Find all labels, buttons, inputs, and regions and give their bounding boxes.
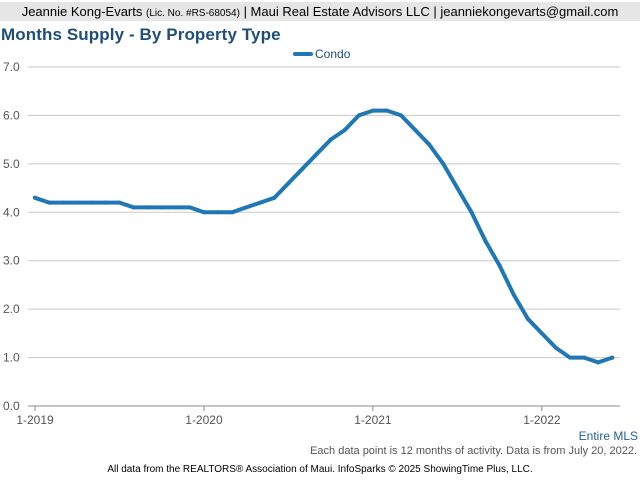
legend: Condo: [293, 47, 351, 61]
chart-title: Months Supply - By Property Type: [1, 25, 281, 44]
axes: 0.0 1.0 2.0 3.0 4.0 5.0 6.0 7.0 1-2019 1-2020 1-20…: [3, 60, 561, 427]
data-point: [33, 195, 37, 200]
data-point: [159, 205, 164, 210]
data-point: [568, 355, 573, 360]
data-point: [230, 210, 235, 215]
y-tick-label: 2.0: [3, 302, 20, 316]
data-point: [483, 239, 488, 244]
data-point: [385, 108, 389, 113]
data-point: [216, 210, 221, 215]
data-point: [427, 142, 432, 147]
y-tick-label: 5.0: [3, 157, 20, 171]
data-point: [145, 205, 150, 210]
data-point: [258, 200, 263, 205]
data-note: Each data point is 12 months of activity…: [310, 445, 637, 457]
y-tick-label: 6.0: [3, 108, 20, 122]
series-line-condo: [33, 108, 615, 365]
agent-header: Jeannie Kong-Evarts (Lic. No. #RS-68054)…: [0, 2, 640, 21]
grid-lines: [28, 66, 620, 407]
data-point: [117, 200, 122, 205]
data-point: [356, 113, 361, 118]
data-point: [441, 161, 446, 166]
data-point: [469, 210, 474, 215]
license-number: (Lic. No. #RS-68054): [146, 8, 240, 19]
data-point: [201, 210, 206, 215]
data-point: [342, 127, 347, 132]
data-point: [413, 127, 418, 132]
data-point: [582, 355, 587, 360]
data-point: [244, 205, 249, 210]
data-point: [47, 200, 52, 205]
data-point: [131, 205, 136, 210]
y-tick-label: 7.0: [3, 60, 20, 74]
y-tick-label: 1.0: [3, 351, 20, 365]
footer-credit: All data from the REALTORS® Association …: [107, 464, 533, 475]
y-tick-label: 3.0: [3, 254, 20, 268]
data-point: [370, 108, 375, 113]
data-point: [328, 137, 333, 142]
x-tick-label: 1-2019: [16, 413, 54, 427]
data-point: [272, 195, 277, 200]
y-tick-label: 0.0: [3, 399, 20, 413]
data-point: [314, 152, 319, 157]
data-point: [399, 113, 404, 118]
data-point: [300, 166, 305, 171]
agent-name: Jeannie Kong-Evarts: [21, 4, 143, 19]
data-point: [75, 200, 80, 205]
x-tick-label: 1-2020: [185, 413, 223, 427]
data-point: [539, 331, 544, 336]
data-point: [497, 263, 502, 268]
data-point: [610, 355, 615, 360]
data-point: [525, 316, 530, 321]
y-tick-label: 4.0: [3, 205, 20, 219]
x-tick-label: 1-2021: [354, 413, 392, 427]
data-point: [553, 345, 558, 350]
data-point: [596, 360, 601, 365]
series-layer: [33, 108, 615, 365]
data-point: [286, 181, 291, 186]
data-point: [173, 205, 178, 210]
data-point: [103, 200, 108, 205]
scope-label: Entire MLS: [578, 429, 638, 443]
data-point: [187, 205, 192, 210]
data-point: [61, 200, 66, 205]
x-tick-label: 1-2022: [523, 413, 561, 427]
agent-company-email: | Maui Real Estate Advisors LLC | jeanni…: [243, 4, 619, 19]
data-point: [511, 292, 516, 297]
data-point: [455, 186, 460, 191]
legend-label: Condo: [315, 47, 351, 61]
data-point: [89, 200, 94, 205]
